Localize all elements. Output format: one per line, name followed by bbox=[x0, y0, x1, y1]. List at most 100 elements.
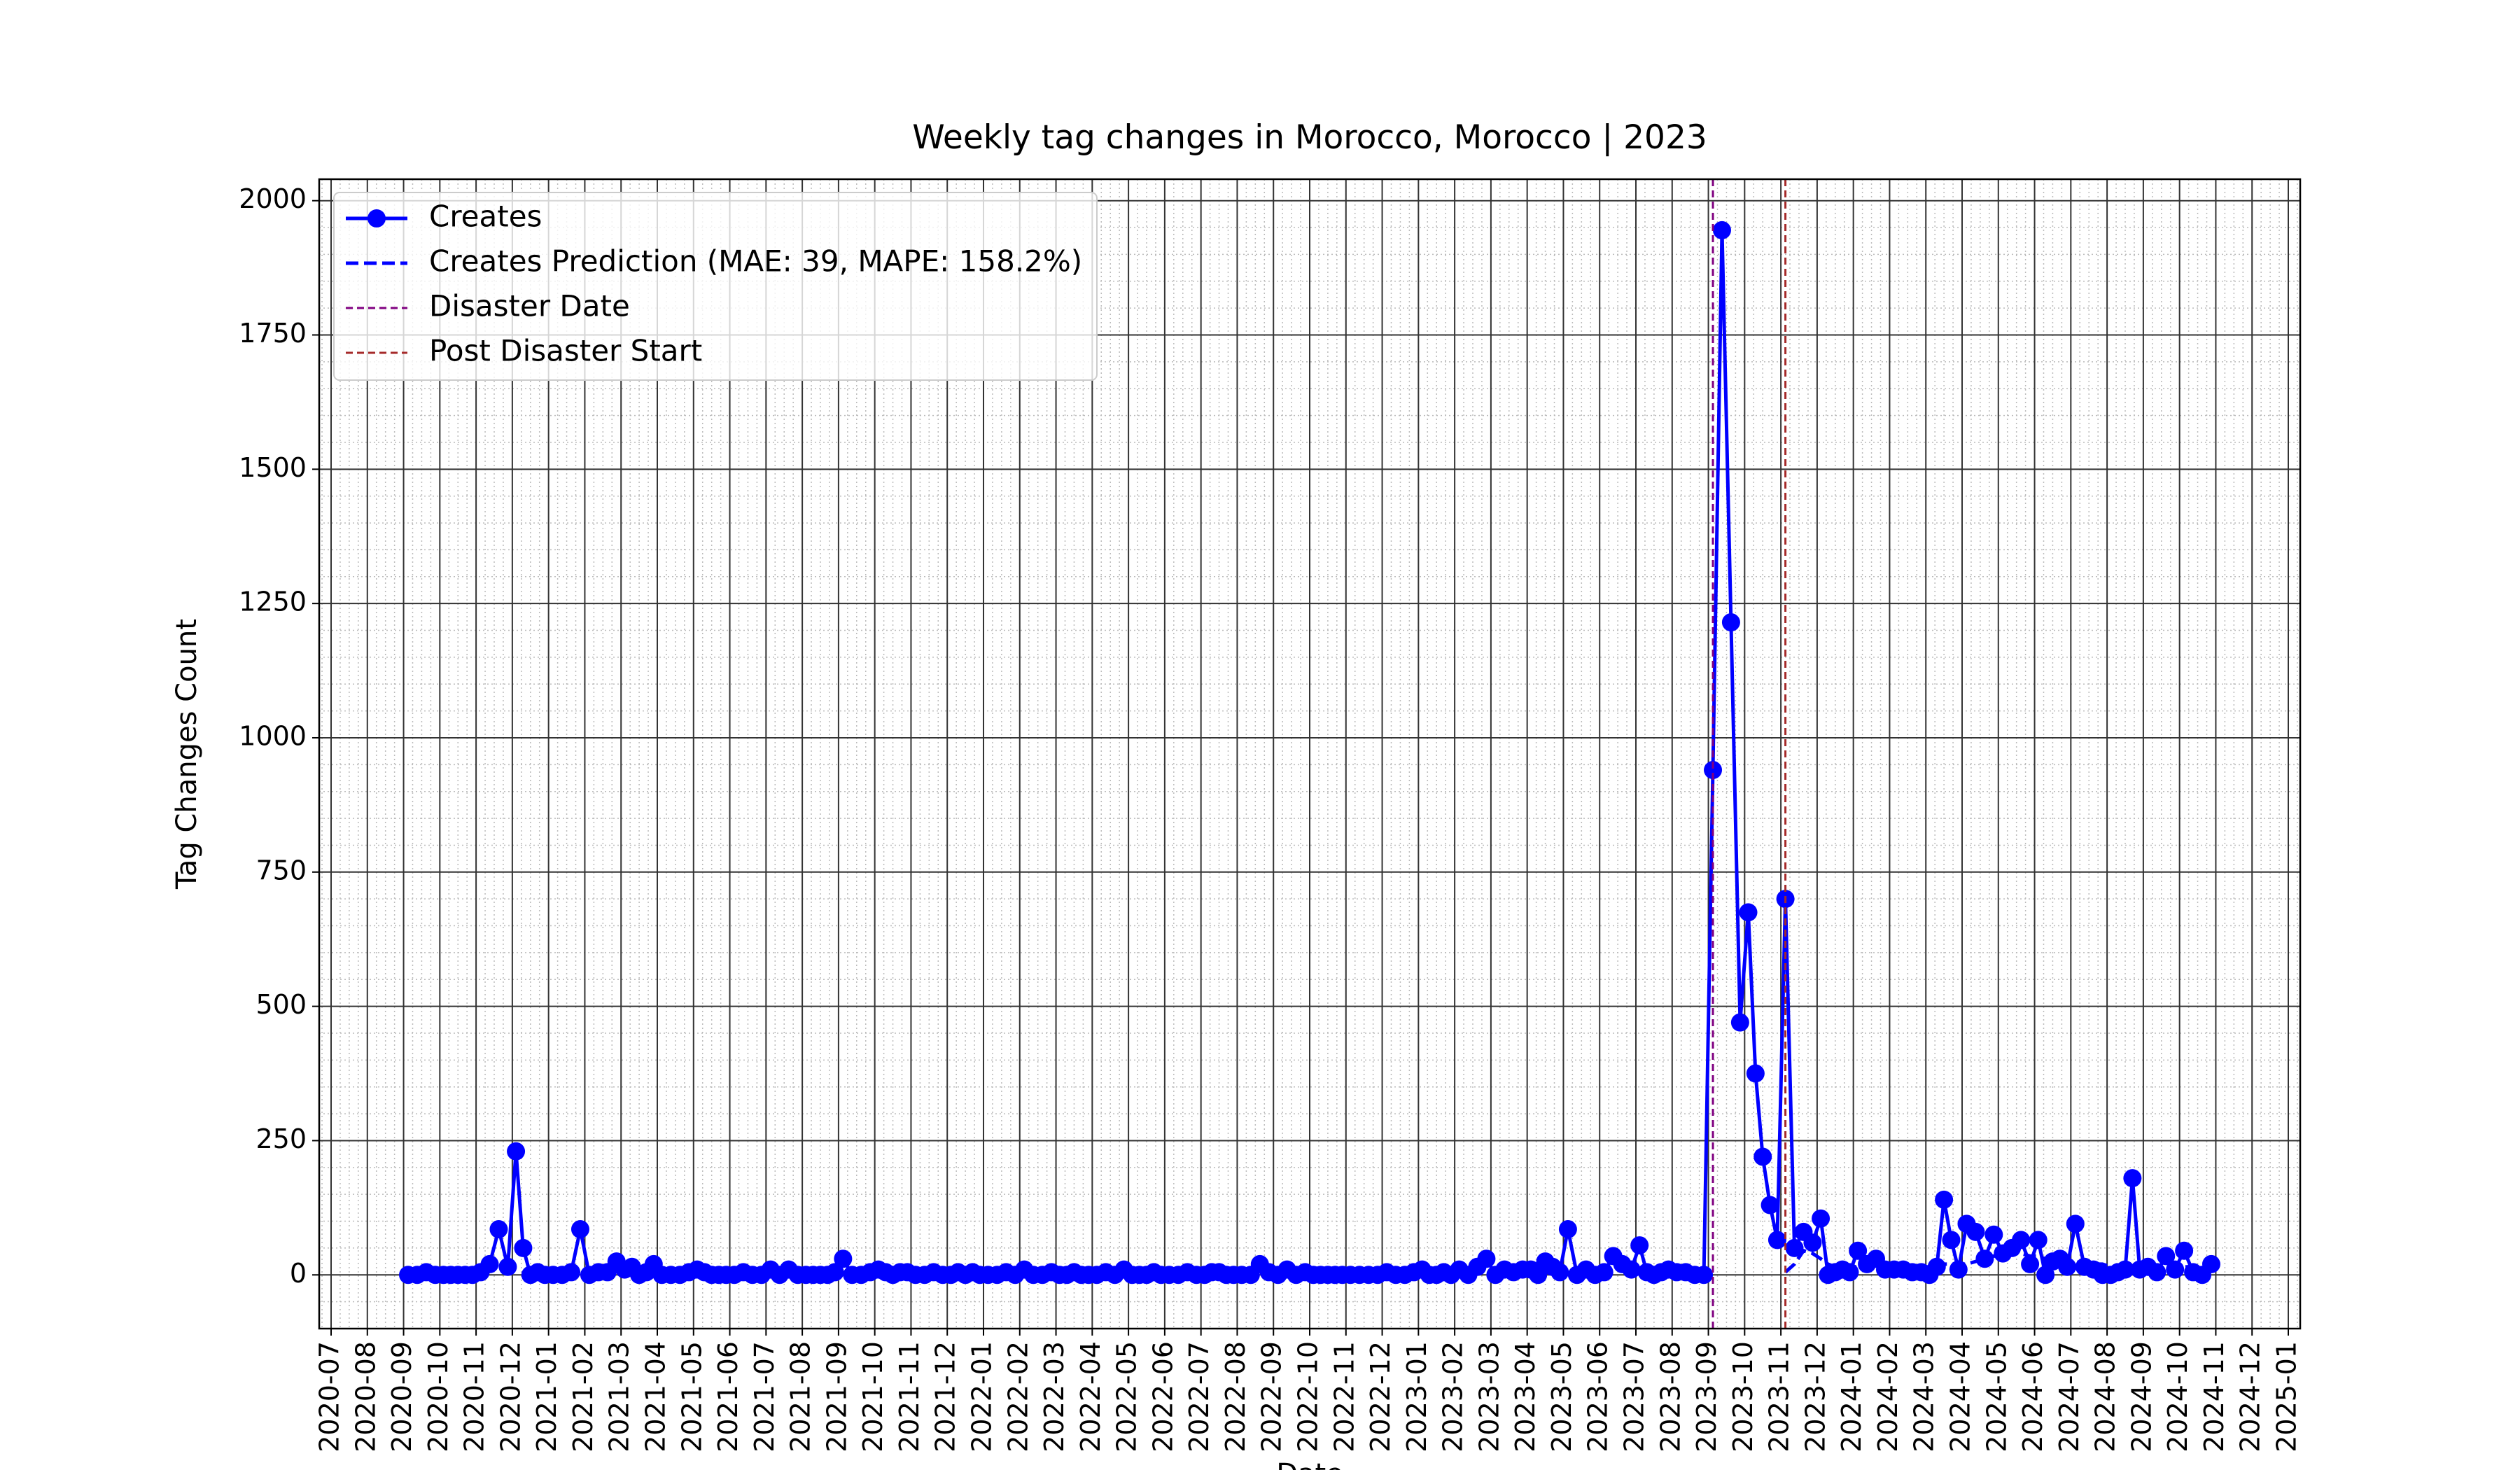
data-point bbox=[2202, 1254, 2220, 1273]
y-tick-label: 750 bbox=[255, 855, 307, 886]
data-point bbox=[1622, 1260, 1641, 1279]
data-point bbox=[1477, 1250, 1496, 1268]
x-tick-label: 2023-03 bbox=[1474, 1341, 1504, 1452]
data-point bbox=[570, 1220, 589, 1239]
x-tick-label: 2021-11 bbox=[894, 1341, 925, 1452]
legend: Creates Creates Prediction (MAE: 39, MAPE… bbox=[333, 192, 1098, 381]
legend-marker bbox=[368, 209, 386, 227]
data-point bbox=[1935, 1190, 1954, 1209]
x-tick-label: 2021-08 bbox=[785, 1341, 816, 1452]
data-point bbox=[2157, 1247, 2176, 1266]
data-point bbox=[489, 1220, 508, 1239]
x-tick-label: 2023-08 bbox=[1655, 1341, 1686, 1452]
x-tick-label: 2023-06 bbox=[1583, 1341, 1614, 1452]
x-tick-label: 2022-06 bbox=[1147, 1341, 1178, 1452]
data-point bbox=[2066, 1214, 2085, 1233]
x-tick-label: 2022-09 bbox=[1256, 1341, 1287, 1452]
series-line bbox=[1784, 1249, 2211, 1274]
x-tick-label: 2024-05 bbox=[1981, 1341, 2012, 1452]
plot-area bbox=[399, 179, 2220, 1329]
data-point bbox=[1721, 613, 1740, 632]
data-point bbox=[1760, 1196, 1779, 1214]
y-tick-label: 0 bbox=[290, 1258, 307, 1289]
legend-label: Creates Prediction (MAE: 39, MAPE: 158.2… bbox=[429, 244, 1082, 279]
y-tick-label: 2000 bbox=[239, 183, 307, 214]
data-point bbox=[2036, 1266, 2055, 1284]
x-tick-label: 2022-07 bbox=[1184, 1341, 1214, 1452]
x-tick-label: 2024-01 bbox=[1836, 1341, 1867, 1452]
y-tick-label: 1000 bbox=[239, 720, 307, 751]
x-tick-label: 2023-01 bbox=[1401, 1341, 1432, 1452]
x-tick-label: 2024-11 bbox=[2199, 1341, 2230, 1452]
data-point bbox=[1785, 1238, 1804, 1257]
x-tick-label: 2024-07 bbox=[2054, 1341, 2085, 1452]
x-tick-label: 2021-02 bbox=[568, 1341, 598, 1452]
y-tick-label: 500 bbox=[255, 989, 307, 1020]
legend-box bbox=[333, 192, 1098, 381]
x-tick-label: 2024-04 bbox=[1945, 1341, 1976, 1452]
x-tick-label: 2023-09 bbox=[1691, 1341, 1722, 1452]
x-tick-label: 2021-05 bbox=[676, 1341, 707, 1452]
grid bbox=[319, 179, 2300, 1329]
x-tick-label: 2022-11 bbox=[1329, 1341, 1359, 1452]
x-tick-label: 2021-03 bbox=[604, 1341, 635, 1452]
data-point bbox=[1768, 1231, 1786, 1250]
y-tick-label: 1500 bbox=[239, 452, 307, 483]
data-point bbox=[514, 1238, 533, 1257]
data-point bbox=[1595, 1263, 1614, 1282]
x-tick-label: 2023-05 bbox=[1546, 1341, 1577, 1452]
data-point bbox=[1984, 1225, 2003, 1244]
data-point bbox=[1695, 1266, 1714, 1284]
data-point bbox=[825, 1263, 844, 1282]
x-tick-label: 2023-02 bbox=[1438, 1341, 1469, 1452]
data-point bbox=[1849, 1241, 1868, 1260]
x-tick-label: 2024-02 bbox=[1872, 1341, 1903, 1452]
x-tick-label: 2022-04 bbox=[1075, 1341, 1106, 1452]
data-point bbox=[2116, 1260, 2134, 1279]
x-tick-label: 2025-01 bbox=[2272, 1341, 2302, 1452]
data-point bbox=[2166, 1260, 2185, 1279]
data-point bbox=[507, 1142, 526, 1161]
x-tick-label: 2022-05 bbox=[1112, 1341, 1142, 1452]
data-point bbox=[1746, 1064, 1765, 1083]
data-point bbox=[2175, 1241, 2194, 1260]
chart-title: Weekly tag changes in Morocco, Morocco |… bbox=[912, 118, 1707, 157]
x-tick-label: 2024-08 bbox=[2090, 1341, 2121, 1452]
x-tick-label: 2021-10 bbox=[858, 1341, 888, 1452]
y-tick-label: 250 bbox=[255, 1124, 307, 1154]
data-point bbox=[2021, 1254, 2040, 1273]
ticks: 2020-07 2020-08 2020-09 2020-10 2020-11 2020-… bbox=[239, 183, 2302, 1452]
data-point bbox=[1704, 761, 1723, 780]
y-tick-label: 1250 bbox=[239, 587, 307, 617]
x-tick-label: 2021-12 bbox=[930, 1341, 961, 1452]
x-tick-label: 2020-10 bbox=[423, 1341, 454, 1452]
data-point bbox=[1630, 1236, 1649, 1255]
data-point bbox=[2012, 1231, 2031, 1250]
x-tick-label: 2022-08 bbox=[1220, 1341, 1251, 1452]
data-point bbox=[834, 1250, 853, 1268]
data-point bbox=[1966, 1222, 1985, 1241]
x-tick-label: 2022-10 bbox=[1293, 1341, 1324, 1452]
data-point bbox=[1975, 1250, 1994, 1268]
data-point bbox=[1550, 1263, 1569, 1282]
x-axis-label: Date bbox=[1276, 1458, 1343, 1470]
x-tick-label: 2023-10 bbox=[1728, 1341, 1758, 1452]
x-tick-label: 2022-01 bbox=[967, 1341, 997, 1452]
x-tick-label: 2020-08 bbox=[350, 1341, 381, 1452]
x-tick-label: 2022-02 bbox=[1002, 1341, 1033, 1452]
x-tick-label: 2020-07 bbox=[314, 1341, 345, 1452]
data-point bbox=[480, 1254, 499, 1273]
data-point bbox=[1812, 1209, 1830, 1228]
y-tick-label: 1750 bbox=[239, 318, 307, 349]
legend-label: Post Disaster Start bbox=[429, 334, 702, 368]
x-tick-label: 2021-04 bbox=[640, 1341, 671, 1452]
data-point bbox=[1739, 903, 1758, 922]
y-axis-label: Tag Changes Count bbox=[171, 619, 203, 890]
x-tick-label: 2020-12 bbox=[495, 1341, 526, 1452]
x-tick-label: 2024-12 bbox=[2235, 1341, 2266, 1452]
x-tick-label: 2021-09 bbox=[821, 1341, 852, 1452]
x-tick-label: 2020-11 bbox=[459, 1341, 490, 1452]
data-point bbox=[1754, 1147, 1772, 1166]
x-tick-label: 2023-07 bbox=[1619, 1341, 1650, 1452]
data-point bbox=[2029, 1231, 2047, 1250]
